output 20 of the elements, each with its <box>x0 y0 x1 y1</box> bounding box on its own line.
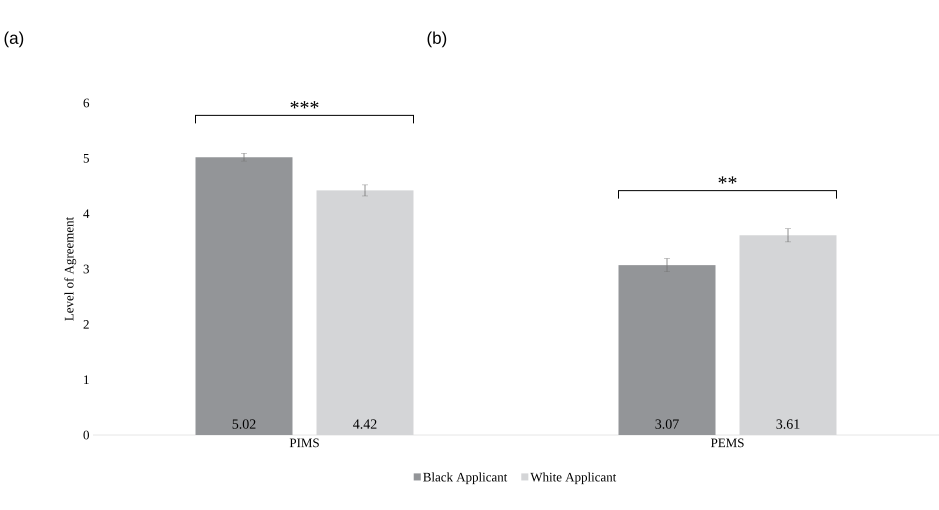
text: (b) <box>428 32 446 48</box>
y-tick-label: 1 <box>84 375 89 384</box>
annotation: ** <box>718 176 737 184</box>
y-tick-label: 3 <box>84 264 89 274</box>
x-tick-label: PEMS <box>710 438 744 448</box>
y-tick-label: 6 <box>84 98 90 108</box>
y-tick-label: 4 <box>83 209 90 218</box>
legend-label: Black Applicant <box>423 472 508 484</box>
y-tick-label: 0 <box>84 430 89 440</box>
text: (a) <box>4 32 24 48</box>
x-tick-label: PIMS <box>290 438 319 448</box>
y-tick-label: 2 <box>84 320 89 329</box>
y-tick-label: 5 <box>84 154 89 163</box>
legend-label: White Applicant <box>530 472 616 484</box>
y-axis-title: Level of Agreement <box>64 216 76 321</box>
data-label: 4.42 <box>353 419 376 429</box>
data-label: 3.07 <box>655 419 679 429</box>
annotation: *** <box>290 101 318 108</box>
data-label: 3.61 <box>776 419 800 429</box>
data-label: 5.02 <box>232 419 256 429</box>
